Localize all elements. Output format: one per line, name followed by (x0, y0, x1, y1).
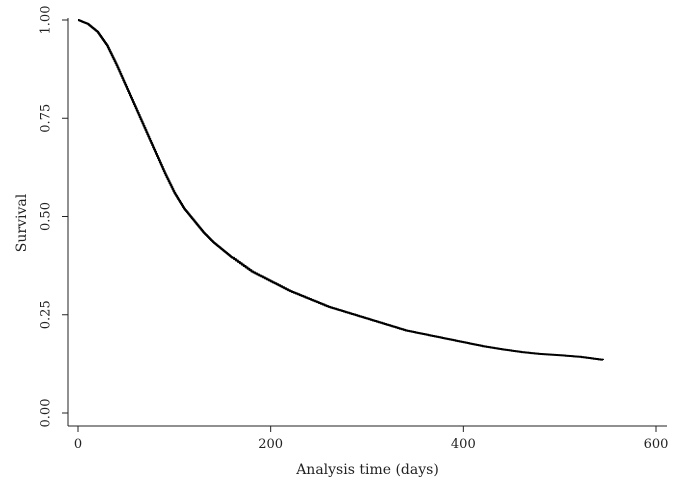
x-tick-label: 600 (644, 437, 669, 452)
axes (67, 18, 667, 427)
y-tick-label: 0.75 (39, 104, 54, 133)
y-tick-label: 1.00 (39, 6, 54, 35)
x-axis-label: Analysis time (days) (295, 462, 439, 478)
y-tick-label: 0.50 (39, 202, 54, 231)
y-tick-label: 0.25 (39, 300, 54, 329)
x-ticks: 0 200 400 600 (74, 426, 669, 452)
series-layer (77, 19, 605, 361)
x-tick-label: 200 (258, 437, 283, 452)
survival-curve (77, 19, 605, 361)
x-tick-label: 0 (74, 437, 82, 452)
y-tick-label: 0.00 (39, 399, 54, 428)
x-tick-label: 400 (451, 437, 476, 452)
y-ticks: 0.00 0.25 0.50 0.75 1.00 (39, 6, 68, 428)
y-axis-label: Survival (14, 193, 30, 252)
